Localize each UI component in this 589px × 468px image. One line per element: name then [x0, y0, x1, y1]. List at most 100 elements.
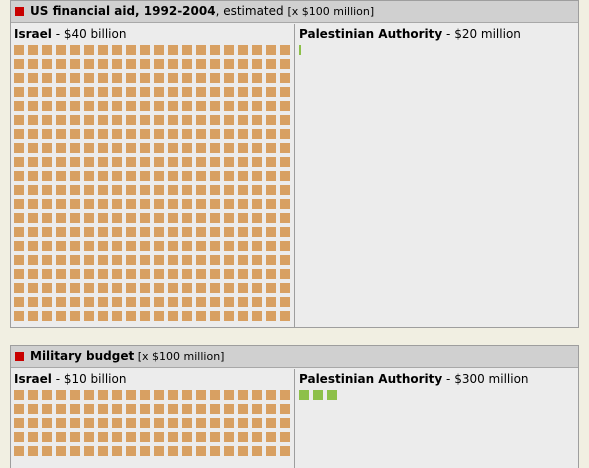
aid-israel-unit-square	[196, 283, 206, 293]
aid-israel-unit-square	[252, 171, 262, 181]
aid-israel-unit-square	[210, 269, 220, 279]
aid-israel-unit-square	[238, 59, 248, 69]
military-israel-unit-square	[168, 390, 178, 400]
aid-israel-unit-square	[238, 115, 248, 125]
military-israel-unit-square	[168, 432, 178, 442]
military-israel-unit-square	[70, 418, 80, 428]
aid-israel-unit-square	[14, 241, 24, 251]
aid-israel-unit-square	[154, 73, 164, 83]
aid-israel-unit-square	[182, 241, 192, 251]
aid-israel-unit-square	[14, 269, 24, 279]
aid-israel-unit-square	[126, 297, 136, 307]
aid-israel-amount: - $40 billion	[51, 27, 127, 41]
aid-israel-unit-square	[238, 87, 248, 97]
aid-israel-unit-square	[42, 143, 52, 153]
aid-israel-unit-square	[126, 73, 136, 83]
aid-israel-unit-square	[70, 101, 80, 111]
aid-israel-unit-square	[252, 297, 262, 307]
aid-israel-unit-square	[126, 171, 136, 181]
aid-israel-unit-square	[196, 157, 206, 167]
aid-israel-unit-square	[210, 45, 220, 55]
aid-israel-unit-square	[112, 73, 122, 83]
aid-israel-unit-square	[154, 129, 164, 139]
aid-israel-unit-square	[168, 157, 178, 167]
military-israel-unit-square	[168, 404, 178, 414]
aid-israel-unit-square	[252, 157, 262, 167]
military-israel-unit-square	[238, 432, 248, 442]
aid-israel-unit-square	[168, 297, 178, 307]
aid-israel-unit-square	[70, 171, 80, 181]
military-israel-unit-square	[42, 446, 52, 456]
aid-israel-unit-square	[56, 45, 66, 55]
aid-israel-unit-square	[98, 45, 108, 55]
military-israel-unit-square	[14, 432, 24, 442]
military-israel-unit-square	[252, 446, 262, 456]
aid-israel-unit-square	[70, 311, 80, 321]
aid-israel-unit-square	[224, 129, 234, 139]
military-israel-name: Israel	[14, 372, 52, 386]
military-israel-unit-square	[28, 446, 38, 456]
military-israel-unit-square	[280, 432, 290, 442]
aid-israel-unit-square	[112, 311, 122, 321]
aid-israel-unit-square	[224, 241, 234, 251]
aid-israel-unit-square	[14, 171, 24, 181]
aid-israel-unit-square	[140, 73, 150, 83]
military-israel-unit-square	[238, 446, 248, 456]
aid-israel-unit-square	[42, 185, 52, 195]
aid-israel-unit-square	[280, 101, 290, 111]
military-israel-unit-square	[154, 446, 164, 456]
aid-israel-unit-square	[28, 269, 38, 279]
aid-israel-unit-square	[196, 269, 206, 279]
aid-israel-unit-square	[126, 59, 136, 69]
aid-israel-unit-square	[98, 199, 108, 209]
aid-israel-unit-square	[154, 213, 164, 223]
aid-israel-unit-square	[210, 143, 220, 153]
aid-israel-unit-square	[140, 59, 150, 69]
military-israel-unit-square	[84, 446, 94, 456]
aid-israel-unit-square	[28, 157, 38, 167]
aid-israel-unit-square	[154, 45, 164, 55]
military-israel-unit-square	[210, 446, 220, 456]
military-israel-unit-square	[28, 404, 38, 414]
aid-israel-unit-square	[70, 283, 80, 293]
aid-israel-unit-square	[154, 283, 164, 293]
aid-israel-unit-square	[168, 283, 178, 293]
aid-israel-unit-square	[84, 157, 94, 167]
aid-israel-unit-square	[140, 199, 150, 209]
aid-israel-unit-square	[280, 73, 290, 83]
military-israel-unit-square	[140, 404, 150, 414]
aid-israel-unit-square	[98, 185, 108, 195]
aid-israel-unit-square	[56, 73, 66, 83]
aid-israel-unit-square	[196, 87, 206, 97]
aid-israel-unit-square	[126, 213, 136, 223]
aid-israel-unit-square	[168, 213, 178, 223]
military-israel-unit-square	[280, 404, 290, 414]
aid-israel-unit-square	[210, 283, 220, 293]
aid-israel-unit-square	[70, 59, 80, 69]
aid-israel-unit-square	[238, 255, 248, 265]
military-israel-unit-square	[266, 418, 276, 428]
red-square-icon	[15, 7, 24, 16]
aid-israel-unit-square	[84, 241, 94, 251]
aid-israel-unit-square	[252, 45, 262, 55]
aid-israel-unit-square	[252, 241, 262, 251]
military-israel-unit-square	[196, 390, 206, 400]
aid-israel-unit-square	[238, 157, 248, 167]
aid-israel-unit-square	[84, 311, 94, 321]
aid-israel-unit-square	[238, 199, 248, 209]
aid-israel-unit-square	[56, 241, 66, 251]
military-israel-unit-square	[224, 404, 234, 414]
aid-israel-unit-square	[154, 227, 164, 237]
aid-israel-unit-square	[140, 213, 150, 223]
aid-israel-unit-square	[252, 185, 262, 195]
aid-israel-unit-square	[280, 185, 290, 195]
military-israel-unit-square	[252, 404, 262, 414]
aid-israel-unit-square	[84, 101, 94, 111]
aid-israel-unit-square	[14, 143, 24, 153]
aid-israel-unit-square	[168, 59, 178, 69]
aid-israel-unit-square	[224, 283, 234, 293]
military-israel-unit-square	[140, 432, 150, 442]
aid-israel-unit-square	[70, 115, 80, 125]
aid-israel-unit-square	[28, 241, 38, 251]
aid-israel-unit-square	[84, 45, 94, 55]
